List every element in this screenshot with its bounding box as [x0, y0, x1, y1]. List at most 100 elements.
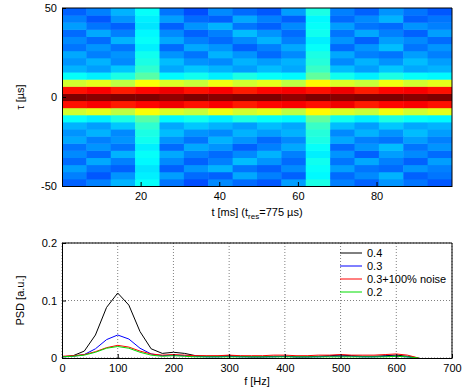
heatmap-cell	[184, 29, 209, 37]
heatmap-cell	[233, 65, 258, 73]
heatmap-cell	[330, 65, 355, 73]
heatmap-cell	[160, 122, 185, 130]
heatmap-cell	[257, 172, 282, 180]
heatmap-cell	[62, 129, 87, 137]
heatmap-cell	[306, 158, 331, 166]
heatmap-cell	[306, 22, 331, 30]
heatmap-cell	[306, 115, 331, 123]
heatmap-cell	[160, 179, 185, 186]
heatmap-cell	[184, 129, 209, 137]
heatmap-cell	[86, 29, 111, 37]
heatmap-cell	[403, 129, 428, 137]
tick-mark	[118, 354, 119, 358]
heatmap-cell	[208, 22, 233, 30]
heatmap-cell	[184, 22, 209, 30]
heatmap-cell	[86, 15, 111, 23]
heatmap-cell	[330, 29, 355, 37]
tick-label: 700	[443, 362, 461, 374]
grid-line	[117, 243, 118, 358]
heatmap-cell	[281, 79, 306, 87]
heatmap-cell	[330, 158, 355, 166]
heatmap-cell	[160, 51, 185, 59]
heatmap-cell	[86, 101, 111, 109]
heatmap-cell	[111, 86, 136, 94]
heatmap-cell	[306, 29, 331, 37]
heatmap-cell	[355, 79, 380, 87]
heatmap-cell	[306, 15, 331, 23]
heatmap-cell	[111, 65, 136, 73]
tick-label: 100	[109, 362, 127, 374]
tick: 0.1	[42, 295, 66, 307]
heatmap-cell	[184, 150, 209, 158]
heatmap-cell	[135, 65, 160, 73]
heatmap-cell	[208, 115, 233, 123]
heatmap-cell	[428, 72, 452, 80]
heatmap-cell	[403, 51, 428, 59]
heatmap-cell	[257, 51, 282, 59]
heatmap-cell	[379, 136, 404, 144]
heatmap-cell	[306, 179, 331, 186]
heatmap-cell	[257, 15, 282, 23]
heatmap-cell	[403, 72, 428, 80]
heatmap-cell	[330, 115, 355, 123]
heatmap-cell	[86, 172, 111, 180]
heatmap-cell	[257, 179, 282, 186]
heatmap-cell	[379, 122, 404, 130]
heatmap-cell	[281, 172, 306, 180]
tick-label: -50	[41, 180, 57, 192]
heatmap-cell	[135, 22, 160, 30]
heatmap-cell	[184, 179, 209, 186]
heatmap-cell	[355, 65, 380, 73]
heatmap-cell	[306, 8, 331, 16]
tick: 500	[332, 354, 350, 374]
heatmap-cell	[355, 36, 380, 44]
tick: 600	[388, 354, 406, 374]
heatmap-cell	[355, 15, 380, 23]
heatmap-cell	[184, 15, 209, 23]
heatmap-cell	[208, 36, 233, 44]
heatmap-cell	[86, 115, 111, 123]
axis-line	[63, 358, 453, 359]
heatmap-cell	[355, 93, 380, 101]
heatmap-cell	[403, 58, 428, 66]
heatmap-cell	[135, 150, 160, 158]
heatmap-cell	[62, 29, 87, 37]
heatmap-cell	[86, 108, 111, 116]
heatmap-cell	[330, 86, 355, 94]
heatmap-cell	[281, 158, 306, 166]
y-axis-title: τ [µs]	[14, 84, 26, 109]
heatmap-cell	[62, 172, 87, 180]
heatmap-cell	[428, 179, 452, 186]
heatmap-cell	[281, 115, 306, 123]
heatmap-cell	[281, 136, 306, 144]
heatmap-cell	[281, 101, 306, 109]
cells	[62, 8, 452, 186]
heatmap-cell	[330, 150, 355, 158]
heatmap-cell	[135, 79, 160, 87]
heatmap-cell	[428, 22, 452, 30]
heatmap-cell	[330, 165, 355, 173]
heatmap-cell	[403, 172, 428, 180]
heatmap-cell	[233, 86, 258, 94]
tick-mark	[285, 354, 286, 358]
heatmap-cell	[257, 150, 282, 158]
heatmap-cell	[257, 158, 282, 166]
tick-label: 600	[388, 362, 406, 374]
tick-label: 0	[51, 352, 57, 364]
heatmap-cell	[281, 15, 306, 23]
heatmap-cell	[135, 172, 160, 180]
heatmap-cell	[257, 29, 282, 37]
heatmap-cell	[403, 44, 428, 52]
heatmap-cell	[86, 86, 111, 94]
heatmap-cell	[111, 172, 136, 180]
heatmap-cell	[306, 136, 331, 144]
axis-line	[63, 186, 453, 187]
heatmap-cell	[184, 58, 209, 66]
heatmap-cell	[208, 65, 233, 73]
tick-label: 300	[220, 362, 238, 374]
heatmap-cell	[208, 136, 233, 144]
heatmap-cell	[233, 150, 258, 158]
heatmap-cell	[403, 136, 428, 144]
axis: 00.10.2	[42, 237, 66, 364]
heatmap-cell	[86, 158, 111, 166]
